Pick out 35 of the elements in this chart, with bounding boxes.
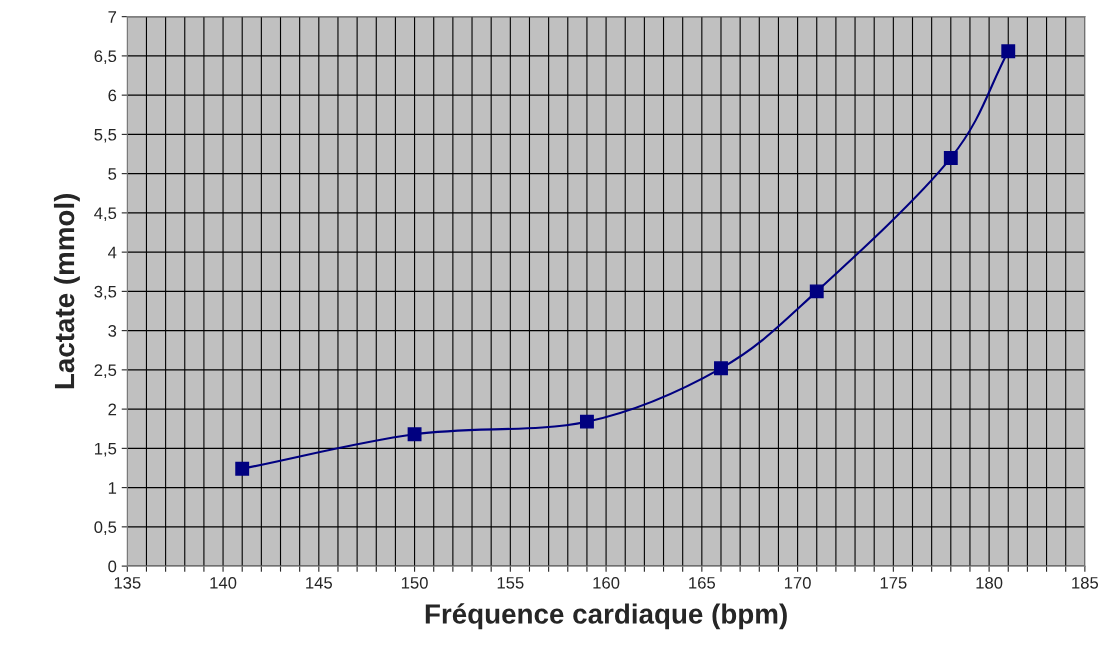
- y-tick-label: 7: [108, 11, 117, 23]
- point: [809, 284, 824, 299]
- x-tick-label: 175: [880, 577, 907, 589]
- point: [943, 150, 958, 165]
- point: [235, 461, 250, 476]
- x-tick-label: 155: [497, 577, 524, 589]
- y-tick-label: 5: [108, 168, 117, 180]
- y-tick-label: 2,5: [94, 364, 117, 379]
- y-axis-title: Lactate (mmol): [53, 193, 80, 389]
- point: [1001, 44, 1016, 59]
- y-tick-label: 3,5: [94, 285, 117, 300]
- x-axis-title: Fréquence cardiaque (bpm): [425, 603, 787, 630]
- x-tick-label: 180: [976, 576, 1003, 589]
- y-tick-label: 0,5: [94, 521, 117, 536]
- y-tick-label: 5,5: [94, 128, 117, 143]
- y-tick-label: 1,5: [94, 442, 117, 457]
- x-tick-label: 165: [689, 576, 716, 589]
- y-tick-label: 4: [108, 246, 117, 259]
- point: [579, 414, 594, 429]
- x-tick-label: 185: [1072, 576, 1099, 589]
- x-tick-label: 160: [593, 576, 620, 589]
- x-tick-label: 140: [210, 576, 237, 589]
- point: [407, 427, 422, 442]
- point: [714, 361, 728, 376]
- x-tick-label: 170: [784, 576, 811, 589]
- y-tick-label: 6,5: [94, 50, 117, 65]
- y-tick-label: 6: [108, 89, 117, 102]
- x-tick-label: 145: [306, 577, 333, 589]
- y-tick-label: 1: [108, 482, 117, 494]
- y-tick-label: 2: [108, 403, 117, 416]
- y-tick-label: 3: [108, 325, 117, 337]
- x-tick-label: 150: [401, 576, 428, 589]
- y-tick-label: 0: [108, 560, 117, 573]
- y-tick-label: 4,5: [94, 207, 117, 222]
- x-tick-label: 135: [114, 576, 141, 589]
